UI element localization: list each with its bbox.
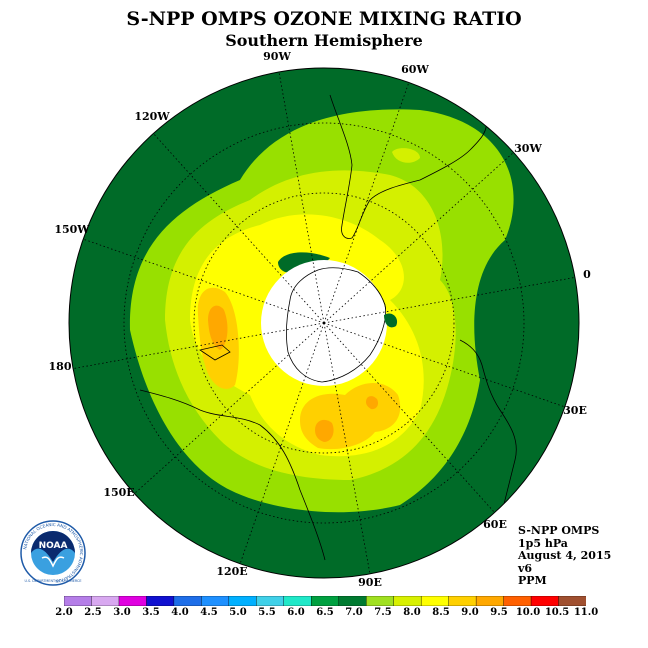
color-bar-swatch [420, 596, 450, 606]
coastline-patch [384, 313, 398, 328]
color-bar-tick-label: 8.5 [432, 607, 450, 618]
color-bar-tick-label: 4.0 [171, 607, 189, 618]
color-bar-tick-label: 4.5 [200, 607, 218, 618]
color-bar-swatch [118, 596, 147, 606]
color-bar-tick-label: 5.5 [258, 607, 276, 618]
map-title: S-NPP OMPS OZONE MIXING RATIO [126, 8, 522, 30]
color-bar-swatch [338, 596, 367, 606]
color-bar-swatch [173, 596, 202, 606]
color-bar-tick-label: 5.0 [229, 607, 247, 618]
lon-label-60e: 60E [483, 518, 507, 531]
lon-label-150w: 150W [54, 223, 90, 236]
lon-label-30e: 30E [563, 404, 587, 417]
lon-label-90w: 90W [263, 50, 291, 63]
lon-label-120e: 120E [216, 565, 247, 578]
color-bar-swatch [64, 596, 92, 606]
ozone-zone-9p5 [366, 396, 379, 410]
color-bar-swatch [475, 596, 505, 606]
color-bar-tick-label: 10.5 [544, 607, 570, 618]
color-bar-tick-label: 3.0 [113, 607, 131, 618]
color-bar-swatch [393, 596, 422, 606]
color-bar-tick-label: 8.0 [403, 607, 421, 618]
color-bar-tick-label: 10.0 [515, 607, 541, 618]
lon-label-60w: 60W [401, 63, 429, 76]
color-bar-swatch [448, 596, 477, 606]
color-bar-tick-label: 2.5 [84, 607, 102, 618]
color-bar-tick-label: 11.0 [573, 607, 599, 618]
logo-bottom-text: U.S. DEPARTMENT OF COMMERCE [24, 579, 81, 583]
color-bar-tick-label: 9.0 [461, 607, 479, 618]
color-bar-tick-label: 6.0 [287, 607, 305, 618]
ozone-zone-7p0 [278, 252, 330, 273]
lon-label-150e: 150E [103, 486, 134, 499]
logo-text: NOAA [39, 541, 68, 551]
color-bar-swatch [558, 596, 586, 606]
instrument-label: S-NPP OMPS [518, 524, 600, 537]
color-bar-tick-label: 3.5 [142, 607, 160, 618]
date-label: August 4, 2015 [518, 549, 612, 562]
lon-label-30w: 30W [514, 142, 542, 155]
antarctica-coastline [286, 267, 387, 383]
color-bar-swatch [256, 596, 285, 606]
lon-label-180: 180 [49, 360, 72, 373]
ozone-zone-8p0 [392, 148, 420, 163]
pressure-label: 1p5 hPa [518, 536, 568, 550]
color-bar-tick-label: 2.0 [55, 607, 73, 618]
metadata-block: S-NPP OMPS 1p5 hPa August 4, 2015 v6 PPM [518, 524, 612, 588]
color-bar-tick-label: 7.5 [374, 607, 392, 618]
color-bar [64, 596, 586, 606]
color-bar-swatch [283, 596, 312, 606]
map-border [68, 67, 580, 579]
color-bar-tick-label: 9.5 [490, 607, 508, 618]
color-bar-swatch [503, 596, 532, 606]
color-bar-swatch [228, 596, 257, 606]
color-bar-swatch [146, 596, 175, 606]
map-subtitle: Southern Hemisphere [225, 31, 423, 50]
color-bar-tick-label: 7.0 [345, 607, 363, 618]
color-bar-tick-label: 6.5 [316, 607, 334, 618]
color-bar-swatch [91, 596, 120, 606]
version-label: v6 [518, 561, 533, 575]
color-bar-swatch [311, 596, 340, 606]
color-bar-swatch [366, 596, 395, 606]
lon-label-0: 0 [583, 268, 591, 281]
color-bar-ticks: 2.0 2.5 3.0 3.5 4.0 4.5 5.0 5.5 6.0 6.5 7.0 7.5 8.0 8… [0, 606, 648, 622]
noaa-logo: NATIONAL OCEANIC AND ATMOSPHERIC ADMINIS… [20, 520, 86, 586]
units-label: PPM [518, 574, 547, 587]
graticule [70, 71, 578, 575]
color-bar-swatch [530, 596, 560, 606]
lon-label-90e: 90E [358, 576, 382, 589]
ozone-zone-9p5 [208, 305, 228, 350]
lon-label-120w: 120W [134, 110, 170, 123]
color-bar-swatch [201, 596, 230, 606]
ozone-zone-9p5 [315, 419, 334, 442]
